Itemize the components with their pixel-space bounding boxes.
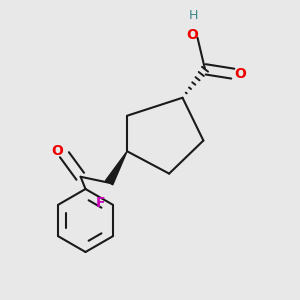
- Polygon shape: [106, 151, 127, 185]
- Text: O: O: [186, 28, 198, 42]
- Text: F: F: [95, 196, 105, 210]
- Text: H: H: [188, 9, 198, 22]
- Text: O: O: [52, 144, 63, 158]
- Text: O: O: [234, 67, 246, 81]
